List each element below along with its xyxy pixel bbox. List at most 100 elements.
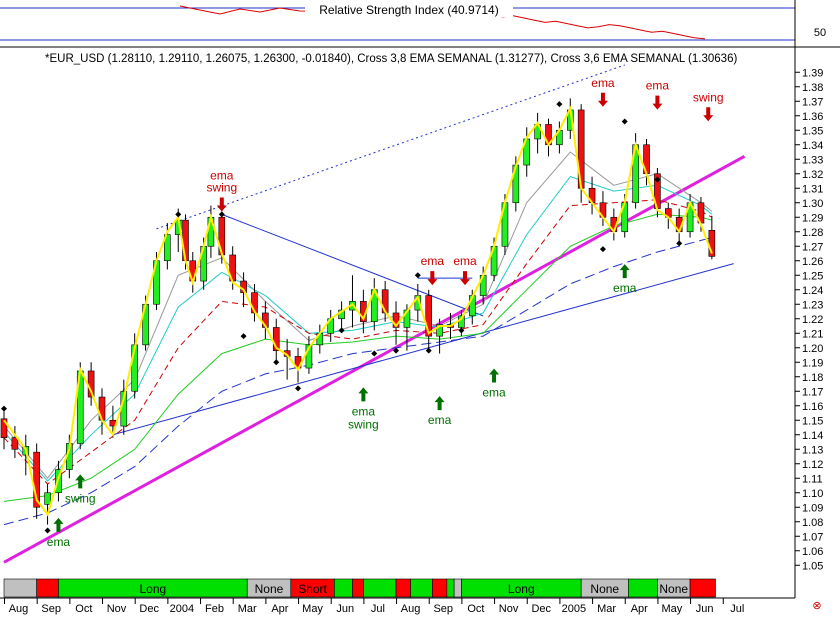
annotation: ema — [591, 76, 615, 107]
swing-point-marker — [240, 333, 247, 340]
rsi-tick-label: 50 — [814, 27, 826, 39]
swing-point-marker — [371, 350, 378, 357]
annotation-label: swing — [65, 491, 96, 505]
x-tick-label: Feb — [205, 603, 224, 615]
y-tick-label: 1.34 — [802, 140, 823, 152]
swing-point-marker — [295, 385, 302, 392]
blue-resistance-line — [221, 213, 484, 317]
candle-body-up — [436, 324, 443, 337]
y-tick-label: 1.28 — [802, 227, 823, 239]
y-tick-label: 1.39 — [802, 67, 823, 79]
corner-icon: ⊗ — [812, 600, 821, 612]
annotation-label: ema — [591, 76, 615, 90]
annotation: ema — [47, 517, 71, 549]
signal-segment — [3, 578, 37, 598]
swing-point-marker — [556, 101, 563, 108]
x-tick-label: May — [302, 603, 323, 615]
y-tick-label: 1.19 — [802, 357, 823, 369]
annotation-label: swing — [693, 90, 724, 104]
y-tick-label: 1.27 — [802, 241, 823, 253]
annotation: ema — [421, 254, 444, 286]
y-tick-label: 1.06 — [802, 546, 823, 558]
y-tick-label: 1.35 — [802, 125, 823, 137]
y-tick-label: 1.36 — [802, 111, 823, 123]
arrow-down-icon — [216, 197, 227, 212]
annotation-label: ema — [613, 281, 637, 295]
x-tick-label: Aug — [9, 603, 29, 615]
arrow-down-icon — [703, 107, 714, 122]
swing-point-marker — [218, 211, 225, 218]
swing-points — [1, 101, 683, 534]
annotation-label: swing — [348, 417, 379, 431]
swing-point-marker — [175, 211, 182, 218]
y-tick-label: 1.13 — [802, 444, 823, 456]
candle-body-up — [44, 492, 51, 505]
annotation-label: swing — [206, 181, 237, 195]
y-tick-label: 1.25 — [802, 270, 823, 282]
chart-title: *EUR_USD (1.28110, 1.29110, 1.26075, 1.2… — [45, 53, 737, 65]
swing-point-marker — [599, 246, 606, 253]
annotation-label: ema — [646, 79, 670, 93]
close-line — [3, 105, 713, 517]
arrow-up-icon — [619, 264, 630, 279]
swing-point-marker — [1, 405, 7, 412]
signal-label: None — [590, 582, 619, 596]
x-tick-label: Mar — [238, 603, 257, 615]
x-tick-label: Jun — [696, 603, 714, 615]
candle-body-down — [425, 295, 433, 337]
annotation: swing — [693, 90, 724, 122]
rsi-pane: Relative Strength Index (40.9714) 50 — [0, 0, 826, 47]
y-tick-label: 1.32 — [802, 169, 823, 181]
x-tick-label: Oct — [467, 603, 484, 615]
x-tick-labels: Aug Sep Oct Nov Dec 2004 Feb Mar Apr May Jun Jul Aug… — [9, 603, 745, 615]
candle-body-up — [164, 234, 171, 262]
x-tick-label: May — [662, 603, 683, 615]
candle-body-down — [33, 451, 40, 508]
y-tick-label: 1.12 — [802, 459, 823, 471]
candle-body-down — [0, 418, 8, 438]
annotation: swing — [65, 474, 96, 505]
y-tick-label: 1.21 — [802, 328, 823, 340]
annotation-label: ema — [482, 386, 506, 400]
arrow-up-icon — [75, 474, 86, 489]
signal-label: Short — [298, 582, 327, 596]
x-tick-label: Jul — [730, 603, 744, 615]
signal-label: None — [659, 582, 688, 596]
swing-point-marker — [425, 347, 432, 354]
y-tick-label: 1.10 — [802, 488, 823, 500]
grid-lines — [4, 71, 800, 604]
arrow-down-icon — [652, 95, 663, 110]
y-tick-label: 1.29 — [802, 212, 823, 224]
ema-blue-dash-line — [3, 237, 713, 526]
signal-label: Long — [139, 582, 166, 596]
x-tick-label: Oct — [75, 603, 92, 615]
x-tick-label: Nov — [499, 603, 519, 615]
signal-label: Long — [508, 582, 535, 596]
arrow-down-icon — [597, 92, 608, 107]
annotation-label: ema — [453, 254, 477, 268]
signal-segment — [432, 578, 448, 598]
x-tick-label: Jun — [336, 603, 354, 615]
y-tick-label: 1.20 — [802, 343, 823, 355]
y-tick-label: 1.38 — [802, 82, 823, 94]
y-tick-label: 1.33 — [802, 154, 823, 166]
arrow-up-icon — [358, 387, 369, 402]
swing-point-marker — [393, 347, 400, 354]
annotation-label: ema — [47, 535, 71, 549]
signal-segment — [446, 578, 455, 598]
x-tick-label: Sep — [433, 603, 453, 615]
swing-point-marker — [273, 359, 280, 366]
candle-body-down — [182, 219, 189, 262]
y-tick-label: 1.31 — [802, 183, 823, 195]
x-tick-label: Dec — [531, 603, 551, 615]
y-tick-label: 1.08 — [802, 517, 823, 529]
y-tick-label: 1.11 — [802, 473, 823, 485]
y-tick-label: 1.30 — [802, 198, 823, 210]
swing-point-marker — [676, 240, 683, 247]
y-tick-label: 1.37 — [802, 96, 823, 108]
y-tick-label: 1.07 — [802, 531, 823, 543]
annotation: ema — [428, 396, 452, 427]
